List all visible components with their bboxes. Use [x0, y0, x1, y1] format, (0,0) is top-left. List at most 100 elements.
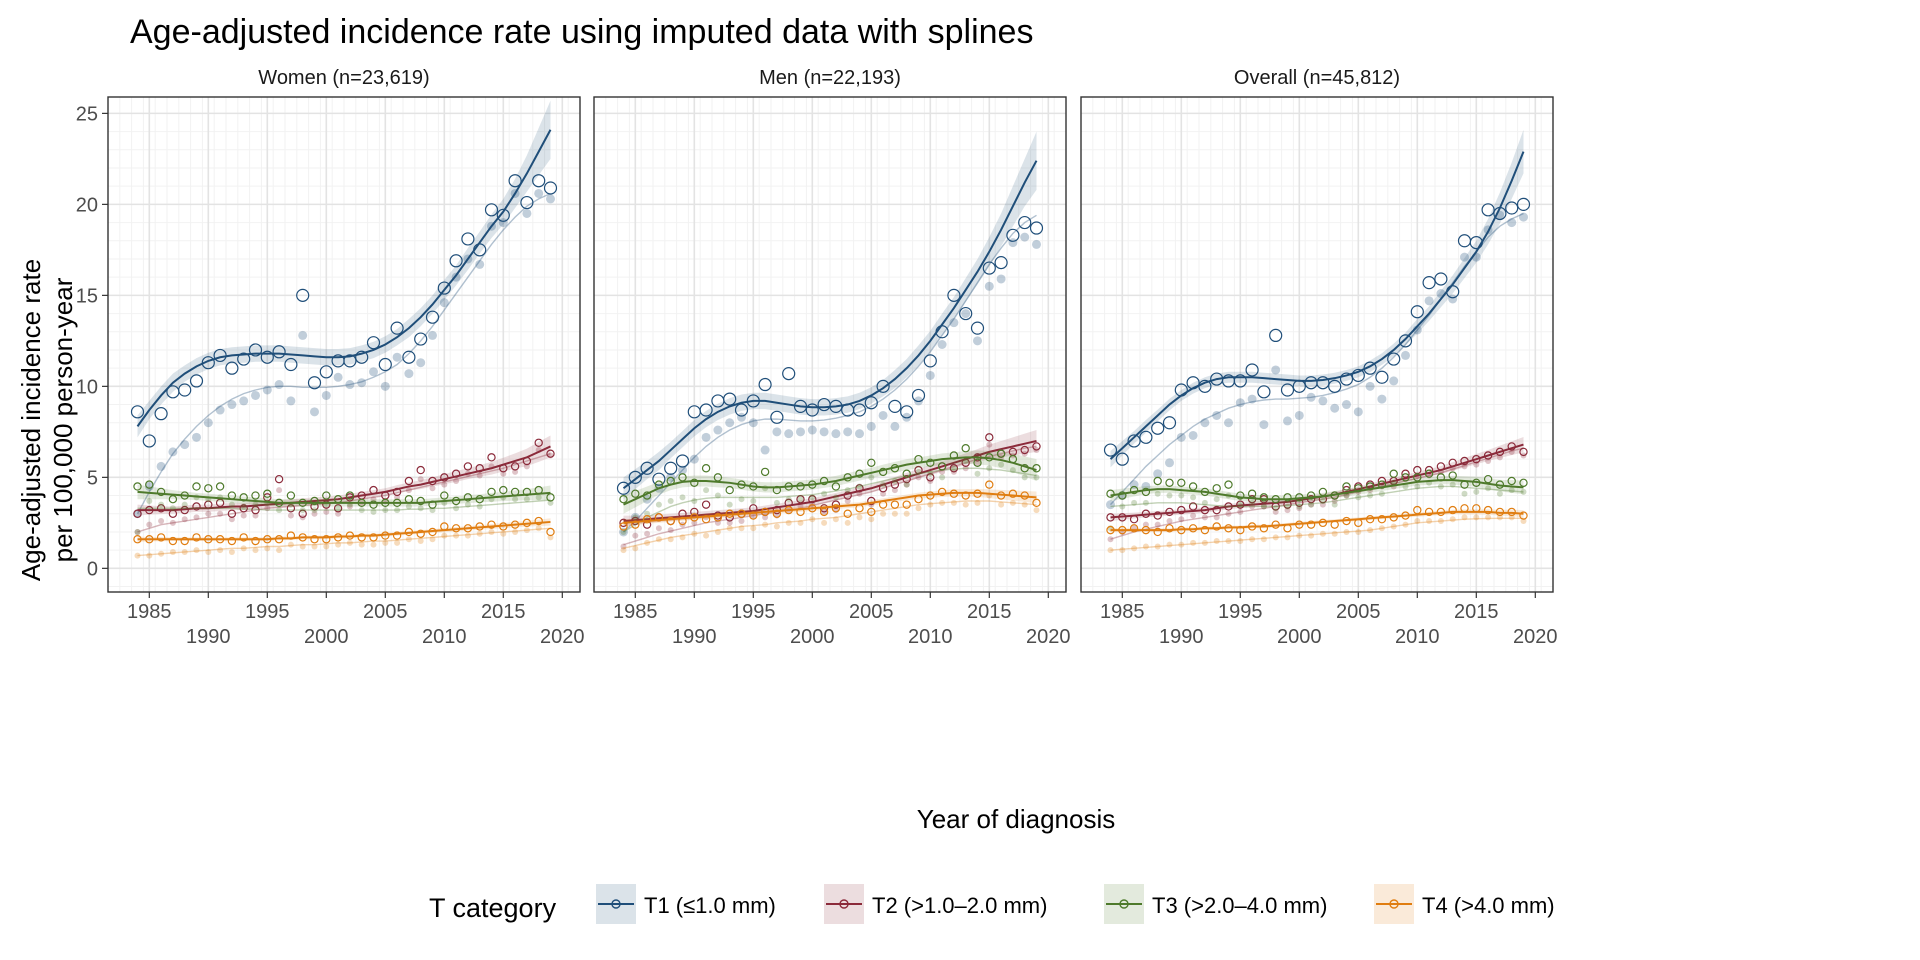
imputed-point: [512, 468, 519, 475]
imputed-point: [240, 512, 247, 519]
imputed-point: [891, 487, 898, 494]
imputed-point: [738, 525, 745, 532]
legend-key-point: [611, 899, 621, 909]
imputed-point: [1190, 512, 1197, 519]
imputed-point: [405, 487, 412, 494]
imputed-point: [950, 499, 957, 506]
series-T2: [133, 435, 555, 535]
observed-point: [1351, 368, 1365, 383]
observed-point: [1032, 498, 1041, 508]
imputed-point: [785, 519, 792, 526]
imputed-spline: [623, 467, 1037, 533]
fitted-spline: [622, 160, 1038, 490]
imputed-point: [1367, 492, 1374, 499]
imputed-point: [1318, 396, 1328, 406]
observed-point: [1115, 452, 1129, 466]
observed-point: [355, 350, 369, 364]
observed-point: [239, 504, 248, 513]
imputed-point: [276, 487, 283, 494]
imputed-point: [1119, 503, 1126, 510]
observed-point: [1389, 469, 1398, 478]
observed-point: [819, 476, 829, 486]
observed-point: [1375, 370, 1389, 384]
observed-point: [546, 449, 555, 458]
imputed-point: [394, 539, 401, 546]
observed-point: [900, 405, 914, 419]
imputed-point: [1271, 365, 1281, 375]
imputed-point: [1355, 528, 1362, 535]
imputed-point: [227, 400, 237, 410]
imputed-point: [453, 532, 460, 539]
imputed-point: [1107, 547, 1114, 554]
imputed-point: [1119, 547, 1126, 554]
imputed-point: [264, 505, 271, 512]
imputed-point: [512, 528, 519, 535]
imputed-point: [620, 547, 627, 554]
observed-point: [652, 472, 666, 486]
imputed-point: [986, 465, 993, 472]
imputed-point: [1308, 532, 1315, 539]
imputed-point: [1496, 490, 1503, 497]
observed-point: [274, 474, 284, 484]
observed-point: [1165, 478, 1174, 488]
observed-point: [263, 489, 272, 498]
observed-point: [701, 500, 711, 509]
observed-point: [1224, 480, 1233, 489]
imputed-point: [1485, 485, 1492, 492]
imputed-point: [169, 519, 176, 526]
confidence-band: [1110, 436, 1524, 522]
imputed-point: [667, 536, 674, 543]
panel-border: [107, 96, 581, 593]
observed-point: [1162, 416, 1177, 430]
observed-point: [1151, 421, 1165, 435]
observed-point: [1257, 385, 1271, 399]
imputed-point: [287, 512, 294, 519]
facet-panel: Men (n=22,193) 1985 1995 2005 2015 1990 2000 20…: [593, 67, 1071, 648]
imputed-point: [429, 536, 436, 543]
imputed-point: [773, 499, 780, 506]
observed-point: [1328, 379, 1342, 393]
imputed-point: [689, 454, 699, 464]
imputed-point: [1225, 538, 1232, 545]
observed-point: [690, 478, 699, 488]
imputed-point: [488, 528, 495, 535]
observed-point: [1472, 454, 1481, 464]
imputed-point: [299, 543, 306, 550]
imputed-point: [1473, 514, 1480, 521]
imputed-point: [476, 530, 483, 537]
imputed-point: [1343, 528, 1350, 535]
imputed-point: [134, 528, 141, 535]
observed-point: [390, 321, 404, 335]
y-tick-label: 10: [76, 376, 98, 398]
imputed-point: [181, 516, 188, 523]
imputed-point: [632, 545, 639, 552]
legend-item: T3 (>2.0–4.0 mm): [1104, 884, 1327, 924]
observed-point: [1505, 201, 1519, 215]
x-tick-label: 2015: [967, 601, 1012, 623]
observed-point: [852, 403, 867, 417]
observed-point: [1018, 215, 1032, 230]
observed-point: [1032, 442, 1041, 451]
observed-point: [180, 536, 189, 546]
observed-point: [1127, 434, 1141, 448]
imputed-point: [1249, 536, 1256, 543]
observed-point: [642, 515, 652, 524]
fitted-spline: [137, 490, 551, 504]
imputed-point: [417, 476, 424, 483]
imputed-point: [880, 481, 887, 488]
observed-point: [902, 469, 911, 478]
imputed-point: [276, 507, 283, 514]
fitted-spline: [137, 445, 551, 512]
imputed-point: [925, 370, 935, 380]
imputed-point: [644, 510, 651, 517]
observed-point: [1519, 447, 1528, 457]
imputed-point: [1190, 539, 1197, 546]
imputed-point: [1247, 394, 1257, 404]
facet-panel: Overall (n=45,812) 1985 1995 2005 2015 1990 20…: [1080, 67, 1558, 648]
imputed-point: [321, 390, 331, 400]
imputed-point: [358, 507, 365, 514]
observed-point: [402, 350, 416, 364]
imputed-point: [984, 281, 994, 291]
imputed-point: [974, 459, 981, 466]
